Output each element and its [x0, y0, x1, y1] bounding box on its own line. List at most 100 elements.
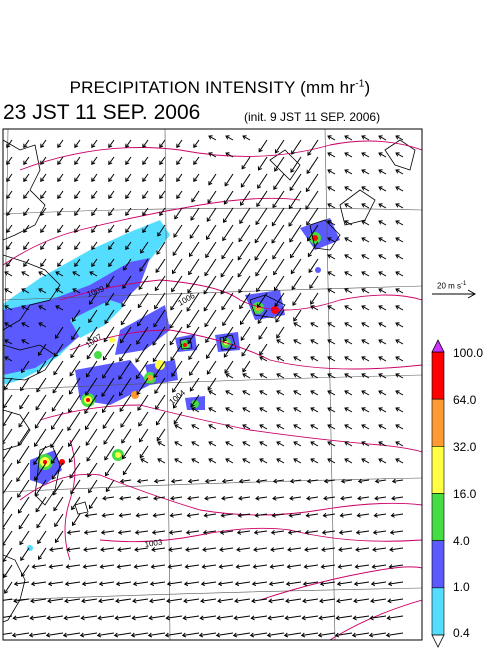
wind-vector-head — [395, 152, 400, 157]
wind-vector-head — [159, 177, 164, 183]
wind-vector — [242, 390, 251, 396]
wind-vector — [19, 530, 30, 545]
wind-vector — [153, 309, 166, 328]
wind-vector — [3, 547, 13, 562]
wind-vector-head — [52, 491, 57, 496]
wind-vector — [344, 203, 353, 209]
wind-vector — [88, 309, 98, 323]
wind-vector — [91, 139, 98, 148]
wind-vector-head — [200, 581, 206, 587]
wind-vector-head — [368, 632, 374, 638]
wind-vector-head — [89, 271, 94, 276]
wind-vector-head — [187, 289, 192, 294]
wind-vector-head — [223, 337, 228, 342]
wind-vector-head — [84, 409, 89, 414]
wind-vector-head — [293, 339, 298, 344]
wind-vector — [142, 207, 149, 216]
wind-vector-head — [108, 245, 113, 251]
wind-vector — [288, 190, 302, 209]
wind-vector — [169, 530, 183, 534]
wind-vector — [395, 203, 404, 209]
wind-vector-head — [310, 300, 315, 305]
wind-vector — [135, 530, 149, 534]
wind-vector — [284, 632, 302, 636]
wind-vector — [378, 339, 387, 345]
wind-vector — [34, 428, 47, 447]
wind-vector-head — [142, 228, 147, 234]
wind-vector-head — [327, 152, 332, 157]
wind-vector-head — [257, 184, 262, 189]
wind-vector-head — [391, 478, 397, 484]
wind-vector-head — [91, 194, 96, 200]
wind-vector-head — [273, 185, 278, 190]
wind-vector-head — [123, 266, 128, 271]
wind-vector — [4, 271, 13, 277]
wind-vector-head — [200, 598, 205, 604]
wind-vector — [204, 496, 217, 500]
wind-vector — [55, 326, 64, 339]
wind-vector-head — [174, 424, 179, 429]
wind-vector-head — [361, 390, 366, 395]
wind-vector — [275, 139, 285, 154]
wind-vector — [170, 343, 183, 361]
wind-vector-head — [327, 237, 332, 242]
wind-vector — [267, 632, 285, 636]
colorbar-label: 100.0 — [453, 346, 484, 360]
wind-vector — [344, 458, 353, 464]
wind-vector — [225, 424, 234, 430]
wind-vector — [98, 598, 115, 602]
wind-vector — [208, 390, 217, 396]
wind-vector-head — [238, 495, 243, 501]
wind-vector-head — [152, 512, 157, 518]
wind-vector — [156, 428, 166, 441]
wind-vector-head — [21, 305, 26, 310]
wind-vector — [310, 373, 319, 379]
wind-vector — [172, 377, 183, 393]
wind-vector — [238, 224, 251, 242]
wind-vector — [4, 356, 13, 362]
wind-vector — [344, 424, 353, 430]
wind-vector — [125, 139, 132, 148]
wind-vector — [372, 564, 387, 568]
wind-vector-head — [138, 285, 143, 291]
wind-vector-head — [137, 303, 142, 309]
wind-vector — [133, 581, 149, 585]
wind-vector — [327, 135, 336, 141]
wind-vector-head — [23, 177, 28, 183]
wind-vector-head — [323, 495, 328, 501]
wind-vector-head — [378, 135, 383, 140]
wind-vector — [344, 254, 353, 260]
wind-vector-head — [208, 135, 213, 140]
wind-vector — [40, 241, 47, 250]
wind-vector-head — [63, 615, 68, 621]
wind-vector — [55, 271, 64, 277]
wind-vector-head — [172, 388, 177, 393]
wind-vector — [137, 292, 149, 308]
wind-vector-head — [208, 390, 213, 395]
wind-vector — [344, 305, 353, 311]
wind-vector-head — [225, 407, 230, 412]
wind-vector-head — [241, 352, 246, 357]
wind-vector — [3, 615, 13, 618]
wind-vector-head — [239, 304, 244, 310]
wind-vector — [371, 581, 387, 585]
wind-vector — [68, 428, 81, 447]
wind-vector — [23, 224, 30, 233]
wind-vector-head — [100, 547, 105, 552]
wind-vector-head — [344, 424, 349, 429]
wind-vector — [157, 441, 166, 447]
wind-vector-head — [217, 581, 223, 587]
wind-vector-head — [327, 271, 332, 276]
chart-title: PRECIPITATION INTENSITY (mm hr-1) — [69, 78, 371, 97]
wind-vector-head — [225, 441, 230, 446]
wind-vector — [293, 339, 302, 345]
wind-vector — [293, 373, 302, 379]
wind-vector-head — [337, 564, 342, 570]
wind-vector-head — [38, 555, 43, 560]
wind-vector-head — [344, 356, 349, 361]
wind-vector-head — [85, 391, 90, 396]
wind-vector — [35, 496, 47, 512]
wind-vector — [234, 598, 251, 602]
wind-vector-head — [74, 160, 79, 166]
wind-vector — [154, 275, 166, 291]
